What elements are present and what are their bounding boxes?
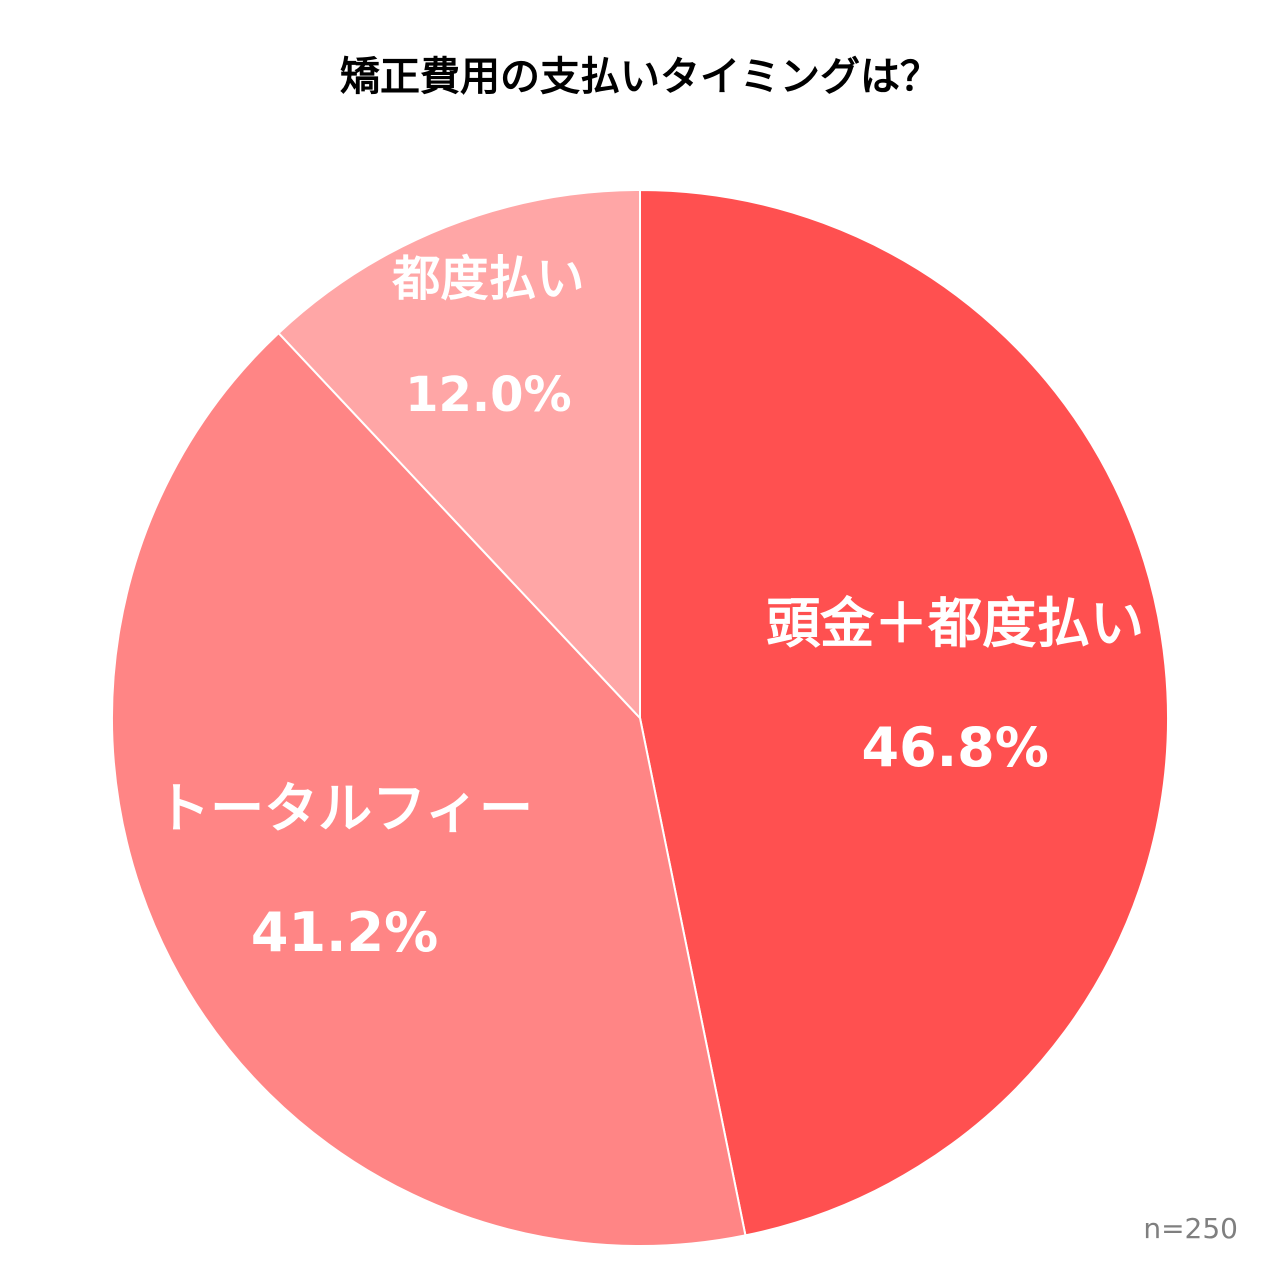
pie-labels: 頭金＋都度払い 46.8% トータルフィー 41.2% 都度払い 12.0% bbox=[156, 251, 1144, 964]
pie-slice-3 bbox=[277, 188, 641, 721]
sample-size-note: n=250 bbox=[1143, 1212, 1238, 1245]
slice-percent-label-2: 41.2% bbox=[251, 901, 438, 964]
slice-percent-label-3: 12.0% bbox=[405, 367, 572, 423]
pie-slice-1 bbox=[639, 188, 1169, 1237]
pie-slices bbox=[111, 188, 1169, 1247]
slice-name-label-3: 都度払い bbox=[391, 251, 584, 307]
chart-title: 矯正費用の支払いタイミングは？ bbox=[340, 54, 940, 100]
pie-slice-2 bbox=[111, 331, 747, 1247]
slice-percent-label-1: 46.8% bbox=[862, 716, 1049, 779]
slice-name-label-2: トータルフィー bbox=[156, 777, 533, 840]
slice-name-label-1: 頭金＋都度払い bbox=[766, 592, 1144, 655]
